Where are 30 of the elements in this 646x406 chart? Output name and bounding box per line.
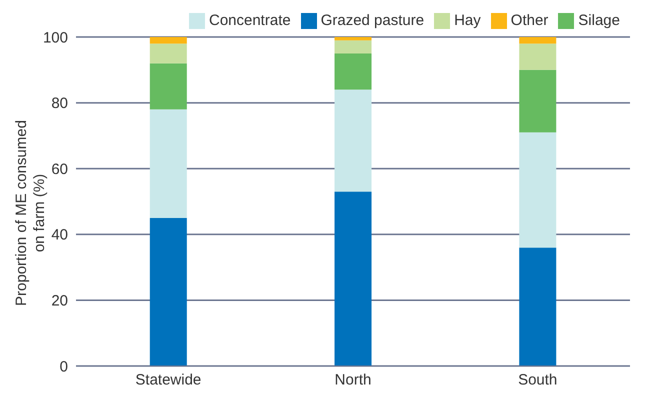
y-tick-label: 80	[51, 95, 68, 112]
bar	[334, 192, 372, 366]
y-tick-label: 20	[51, 292, 68, 310]
bar	[150, 63, 187, 110]
bar	[334, 40, 372, 54]
x-tick-label: Statewide	[135, 372, 202, 389]
y-tick-label: 40	[51, 226, 68, 244]
legend-label: Hay	[454, 12, 481, 29]
x-tick-label: North	[334, 372, 372, 389]
legend-label: Other	[510, 12, 548, 29]
legend-label: Grazed pasture	[320, 12, 424, 29]
bar	[334, 90, 372, 192]
bar	[150, 109, 187, 218]
bar	[519, 132, 556, 248]
bar	[150, 37, 187, 44]
y-tick-label: 0	[60, 358, 68, 376]
bar	[519, 44, 556, 70]
y-tick-label: 100	[42, 29, 68, 46]
legend-label: Concentrate	[208, 12, 291, 29]
x-tick-label: South	[518, 372, 558, 389]
bar	[334, 37, 372, 40]
bar	[150, 218, 187, 366]
bar	[519, 248, 556, 366]
bar	[519, 70, 556, 132]
bar	[150, 44, 187, 64]
bar	[334, 53, 372, 90]
bar	[519, 37, 556, 44]
legend-label: Silage	[578, 12, 620, 29]
y-axis-title: Proportion of ME consumed on farm (%)	[13, 120, 48, 306]
y-tick-label: 60	[51, 160, 68, 178]
